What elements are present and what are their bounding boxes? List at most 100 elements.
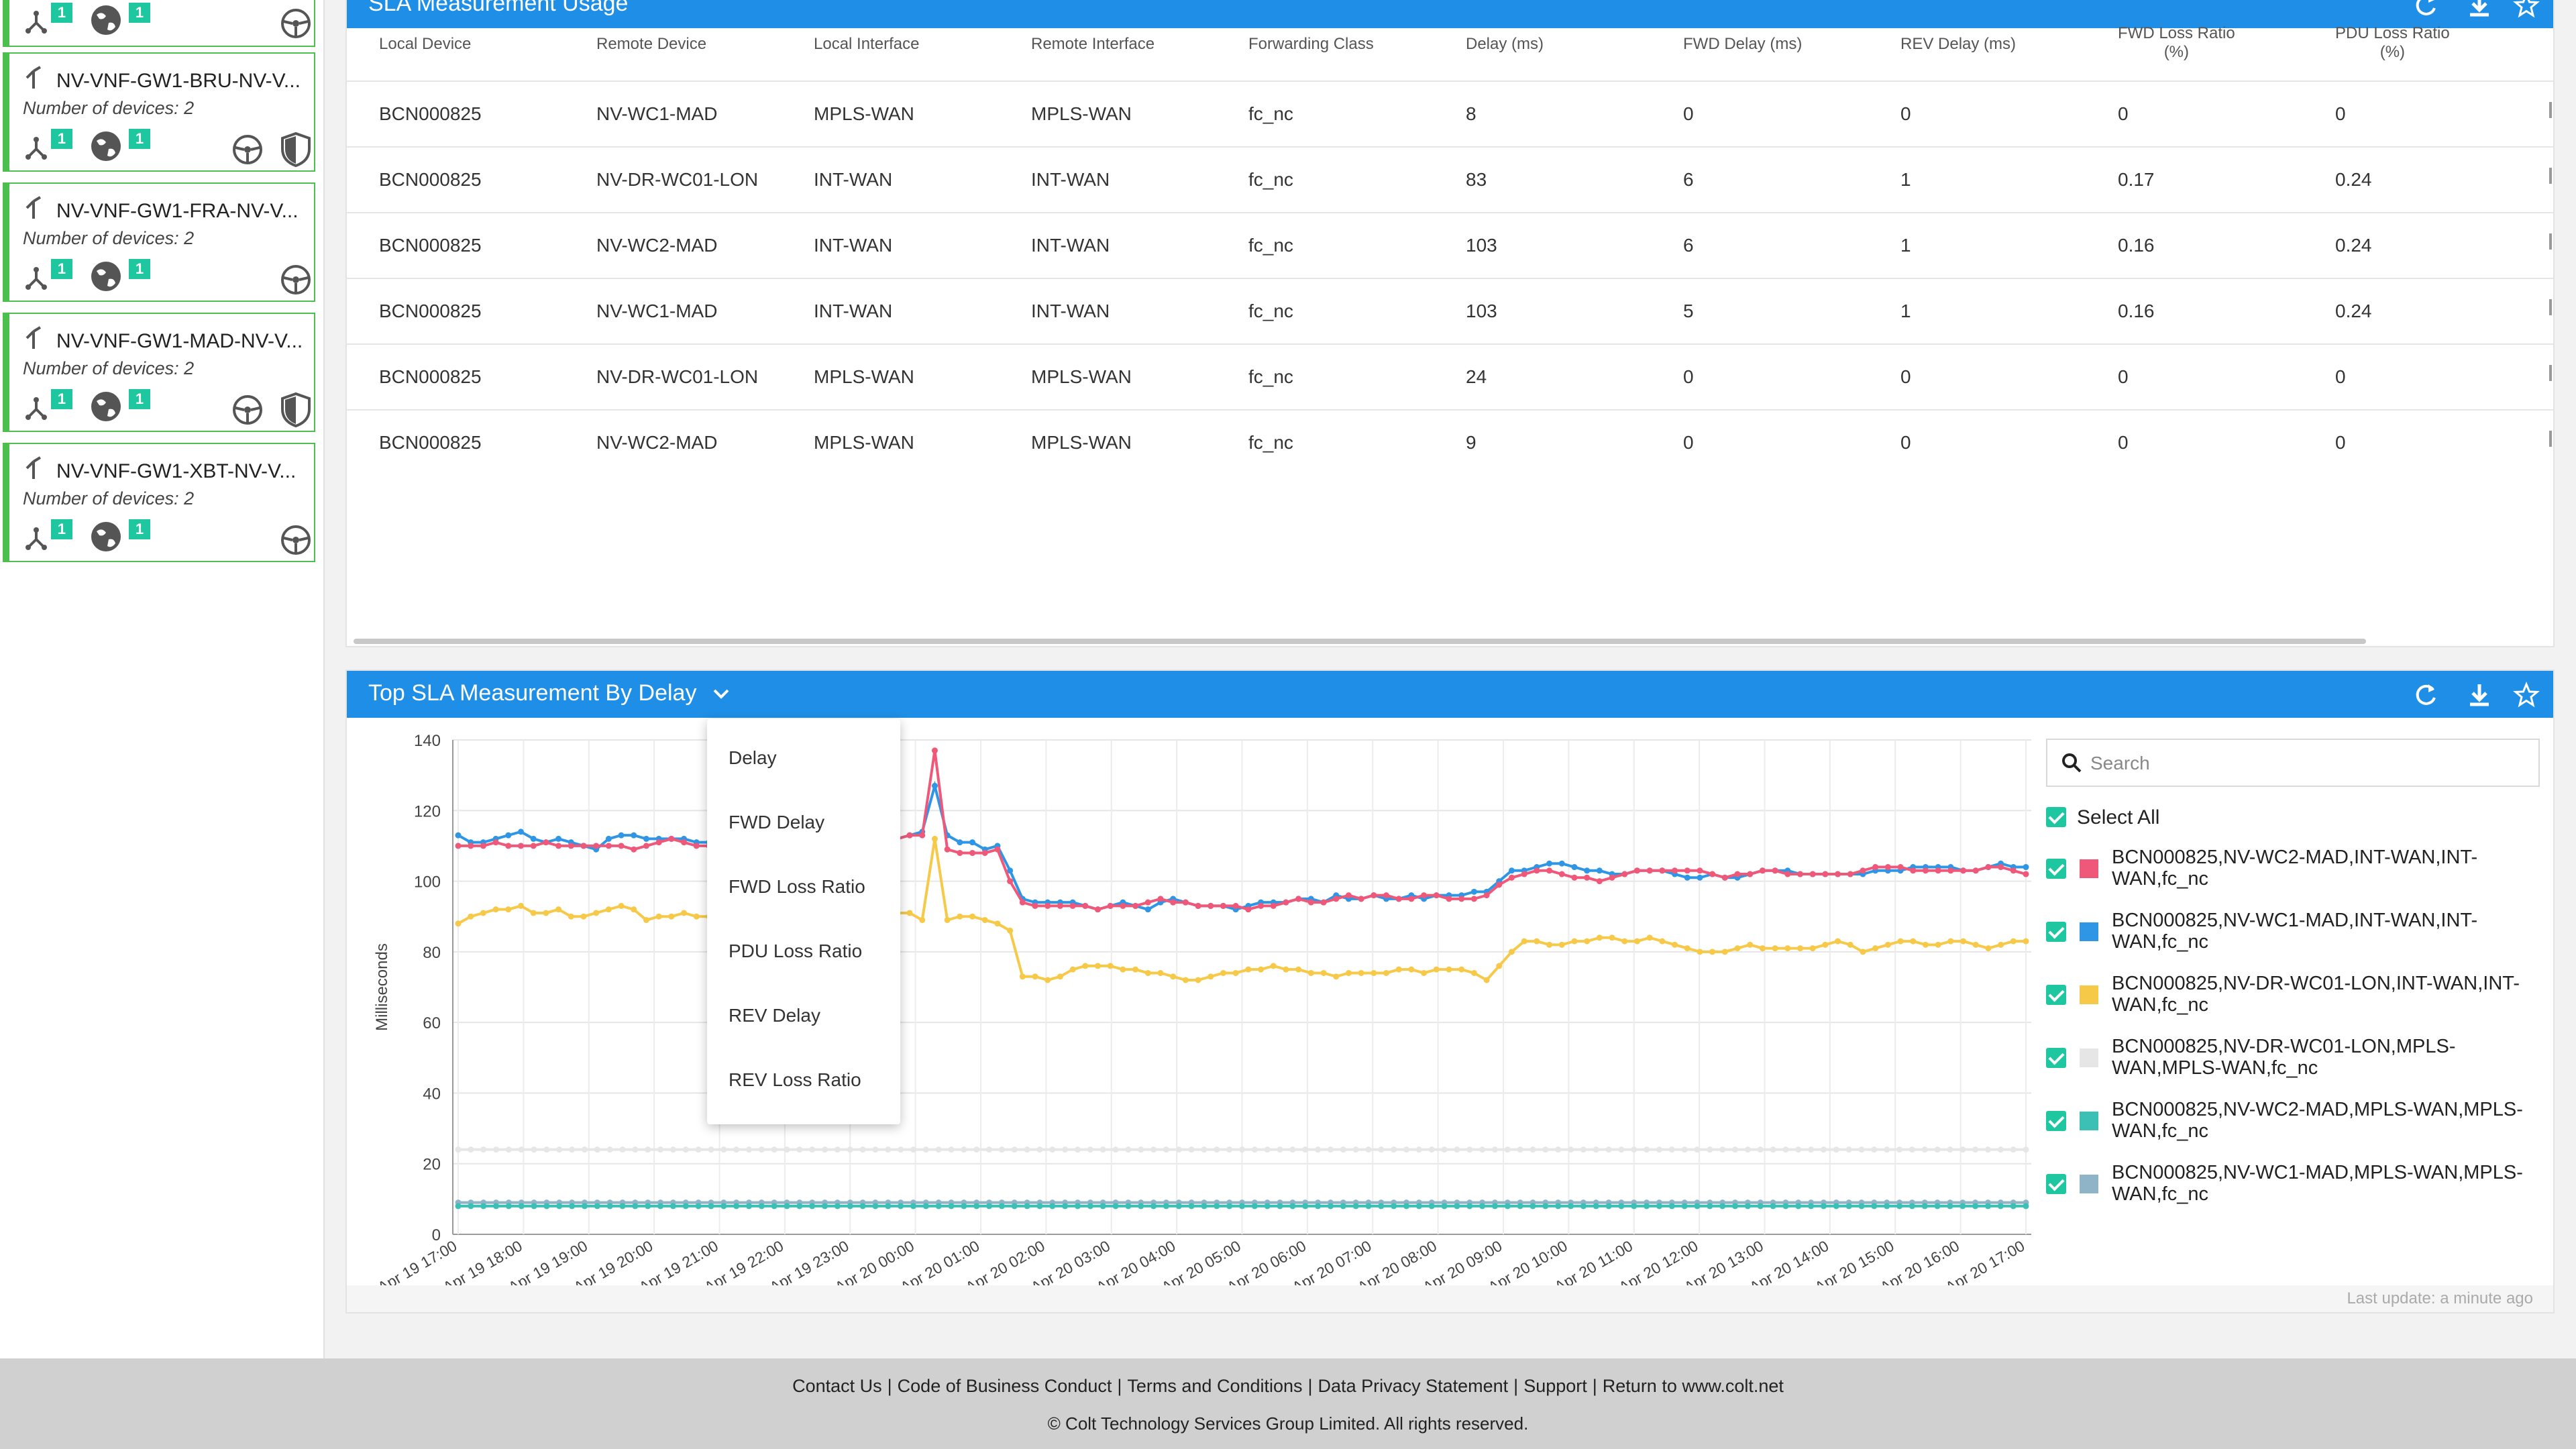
metric-option[interactable]: FWD Delay bbox=[729, 812, 825, 833]
refresh-icon[interactable] bbox=[2412, 0, 2439, 19]
footer-link[interactable]: Data Privacy Statement bbox=[1318, 1376, 1509, 1396]
legend-label[interactable]: BCN000825,NV-WC2-MAD,INT-WAN,INT- WAN,fc_… bbox=[2112, 847, 2555, 890]
star-icon[interactable] bbox=[2513, 0, 2540, 19]
select-all-checkbox[interactable] bbox=[2046, 807, 2066, 827]
steering-wheel-icon[interactable] bbox=[279, 7, 313, 40]
steering-wheel-icon[interactable] bbox=[231, 393, 264, 427]
metric-option[interactable]: REV Loss Ratio bbox=[729, 1069, 861, 1090]
steering-wheel-icon[interactable] bbox=[279, 263, 313, 297]
column-header[interactable]: Remote Interface bbox=[1031, 35, 1155, 54]
download-icon[interactable] bbox=[2466, 0, 2493, 19]
data-point bbox=[1681, 1203, 1688, 1210]
data-point bbox=[569, 1203, 576, 1210]
data-point bbox=[1069, 966, 1076, 973]
table-cell: 0.16 bbox=[2118, 235, 2155, 256]
star-icon[interactable] bbox=[2513, 682, 2540, 708]
y-tick-label: 120 bbox=[414, 802, 441, 820]
globe-icon bbox=[91, 262, 121, 291]
shield-icon[interactable] bbox=[279, 392, 313, 428]
device-group-card[interactable]: 1 1 bbox=[3, 0, 315, 47]
refresh-icon[interactable] bbox=[2412, 682, 2439, 708]
metric-option[interactable]: FWD Loss Ratio bbox=[729, 876, 865, 897]
select-all-label[interactable]: Select All bbox=[2077, 806, 2160, 828]
table-row[interactable]: BCN000825 NV-WC2-MAD INT-WAN INT-WAN fc_nc 10… bbox=[347, 212, 2553, 279]
metric-option[interactable]: Delay bbox=[729, 747, 777, 768]
legend-search-box[interactable] bbox=[2046, 739, 2540, 787]
legend-label[interactable]: BCN000825,NV-WC1-MAD,MPLS-WAN,MPLS- WAN,f… bbox=[2112, 1162, 2555, 1205]
legend-checkbox[interactable] bbox=[2046, 859, 2066, 879]
data-point bbox=[605, 906, 612, 913]
shield-icon[interactable] bbox=[279, 131, 313, 168]
table-row[interactable]: BCN000825 NV-WC1-MAD INT-WAN INT-WAN fc_nc 10… bbox=[347, 278, 2553, 345]
table-cell: 6 bbox=[1683, 235, 1694, 256]
legend-checkbox[interactable] bbox=[2046, 1111, 2066, 1131]
legend-label[interactable]: BCN000825,NV-WC1-MAD,INT-WAN,INT- WAN,fc_… bbox=[2112, 910, 2555, 953]
footer-link[interactable]: Support bbox=[1523, 1376, 1587, 1396]
footer-link[interactable]: Return to www.colt.net bbox=[1602, 1376, 1784, 1396]
table-row[interactable]: BCN000825 NV-DR-WC01-LON MPLS-WAN MPLS-WAN f… bbox=[347, 343, 2553, 411]
data-point bbox=[594, 1203, 600, 1210]
data-point bbox=[1772, 867, 1778, 874]
table-cell: 0.17 bbox=[2118, 169, 2155, 190]
column-header[interactable]: Remote Device bbox=[596, 35, 706, 54]
download-icon[interactable] bbox=[2466, 682, 2493, 708]
metric-option[interactable]: PDU Loss Ratio bbox=[729, 941, 863, 961]
column-header[interactable]: Local Interface bbox=[814, 35, 919, 54]
horizontal-scrollbar[interactable] bbox=[354, 639, 2366, 644]
legend-checkbox[interactable] bbox=[2046, 1048, 2066, 1068]
data-point bbox=[1470, 969, 1477, 976]
column-header[interactable]: REV Delay (ms) bbox=[1900, 35, 2016, 54]
legend-search-input[interactable] bbox=[2089, 749, 2521, 777]
data-point bbox=[2023, 871, 2029, 877]
table-cell: 0.24 bbox=[2335, 169, 2372, 190]
footer-link[interactable]: Terms and Conditions bbox=[1127, 1376, 1303, 1396]
column-header[interactable]: FWD Loss Ratio (%) bbox=[2118, 24, 2235, 62]
data-point bbox=[1546, 941, 1553, 948]
data-point bbox=[555, 835, 562, 842]
footer-link[interactable]: Code of Business Conduct bbox=[897, 1376, 1112, 1396]
data-point bbox=[1747, 871, 1754, 877]
data-point bbox=[668, 835, 675, 842]
legend-label[interactable]: BCN000825,NV-WC2-MAD,MPLS-WAN,MPLS- WAN,f… bbox=[2112, 1099, 2555, 1142]
topology-count-badge: 1 bbox=[51, 389, 72, 409]
data-point bbox=[1403, 1203, 1410, 1210]
legend-checkbox[interactable] bbox=[2046, 985, 2066, 1005]
row-edge-marker bbox=[2549, 299, 2552, 315]
table-row[interactable]: BCN000825 NV-WC1-MAD MPLS-WAN MPLS-WAN fc_nc… bbox=[347, 80, 2553, 148]
metric-selector[interactable]: Top SLA Measurement By Delay bbox=[368, 680, 730, 706]
column-header[interactable]: Forwarding Class bbox=[1248, 35, 1374, 54]
data-point bbox=[1571, 874, 1578, 881]
data-point bbox=[1835, 938, 1841, 945]
data-point bbox=[2010, 1146, 2017, 1153]
legend-checkbox[interactable] bbox=[2046, 922, 2066, 942]
metric-option[interactable]: REV Delay bbox=[729, 1005, 820, 1026]
steering-wheel-icon[interactable] bbox=[231, 133, 264, 166]
device-group-card[interactable]: NV-VNF-GW1-BRU-NV-V... Number of devices… bbox=[3, 52, 315, 172]
data-point bbox=[1232, 969, 1239, 976]
data-point bbox=[1759, 945, 1766, 952]
column-header[interactable]: PDU Loss Ratio (%) bbox=[2335, 24, 2450, 62]
steering-wheel-icon[interactable] bbox=[279, 523, 313, 557]
legend-checkbox[interactable] bbox=[2046, 1174, 2066, 1194]
data-point bbox=[1504, 1146, 1511, 1153]
data-point bbox=[998, 1146, 1005, 1153]
legend-label[interactable]: BCN000825,NV-DR-WC01-LON,MPLS- WAN,MPLS-W… bbox=[2112, 1036, 2555, 1079]
table-row[interactable]: BCN000825 NV-DR-WC01-LON INT-WAN INT-WAN fc_… bbox=[347, 146, 2553, 213]
device-group-card[interactable]: NV-VNF-GW1-XBT-NV-V... Number of devices… bbox=[3, 443, 315, 562]
column-header[interactable]: FWD Delay (ms) bbox=[1683, 35, 1802, 54]
table-row[interactable]: BCN000825 NV-WC2-MAD MPLS-WAN MPLS-WAN fc_nc… bbox=[347, 409, 2553, 476]
device-group-card[interactable]: NV-VNF-GW1-FRA-NV-V... Number of devices… bbox=[3, 182, 315, 302]
data-point bbox=[1358, 896, 1364, 902]
data-point bbox=[1860, 949, 1866, 955]
footer-link[interactable]: Contact Us bbox=[792, 1376, 882, 1396]
column-header[interactable]: Local Device bbox=[379, 35, 471, 54]
column-header[interactable]: Delay (ms) bbox=[1466, 35, 1544, 54]
legend-label[interactable]: BCN000825,NV-DR-WC01-LON,INT-WAN,INT- WAN… bbox=[2112, 973, 2555, 1016]
data-point bbox=[1277, 1203, 1283, 1210]
device-group-card[interactable]: NV-VNF-GW1-MAD-NV-V... Number of devices… bbox=[3, 313, 315, 432]
data-point bbox=[1517, 1146, 1523, 1153]
data-point bbox=[969, 913, 976, 920]
data-point bbox=[957, 849, 963, 856]
chevron-down-icon[interactable] bbox=[712, 688, 730, 701]
search-icon bbox=[2062, 753, 2082, 773]
